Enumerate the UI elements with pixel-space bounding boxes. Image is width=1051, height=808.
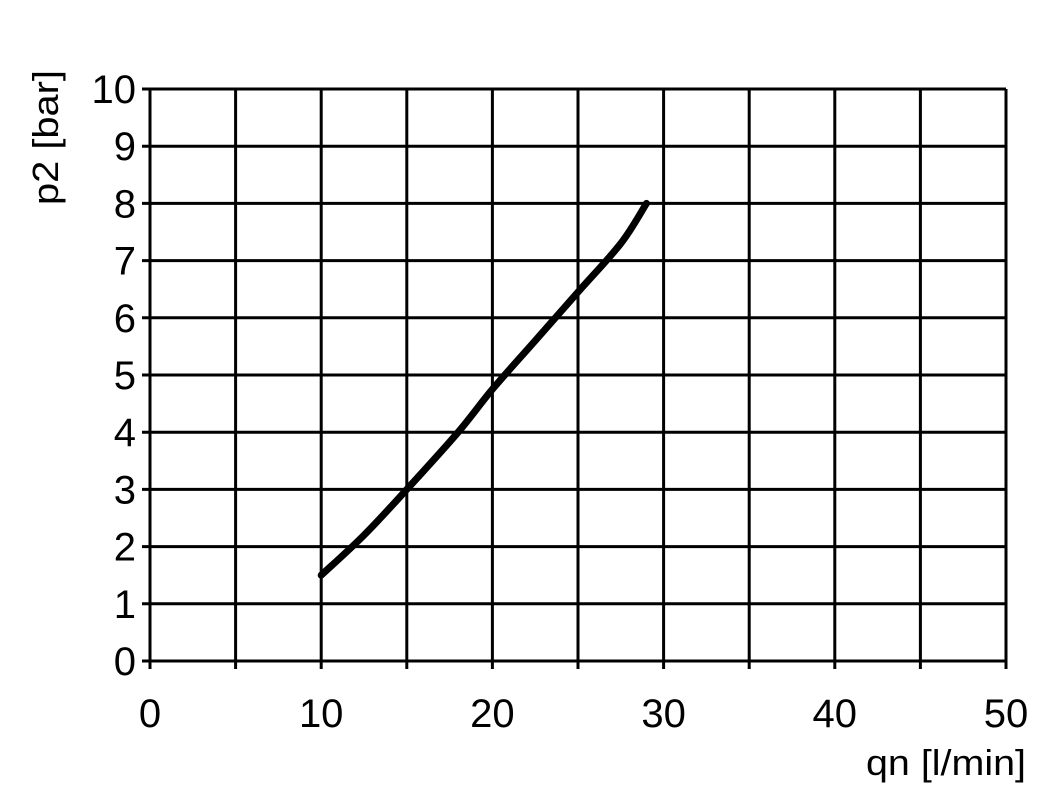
y-tick-label: 0 (114, 640, 136, 684)
x-tick-label: 40 (813, 692, 858, 736)
x-axis-label: qn [l/min] (866, 742, 1026, 783)
y-tick-label: 6 (114, 297, 136, 341)
x-tick-label: 0 (139, 692, 161, 736)
y-tick-label: 4 (114, 411, 136, 455)
series-line (317, 199, 650, 579)
y-tick-label: 3 (114, 468, 136, 512)
x-tick-label: 30 (641, 692, 686, 736)
y-tick-label: 9 (114, 125, 136, 169)
y-tick-label: 2 (114, 526, 136, 570)
y-tick-label: 8 (114, 182, 136, 226)
x-tick-label: 20 (470, 692, 515, 736)
y-tick-label: 10 (92, 68, 137, 112)
y-axis-label: p2 [bar] (25, 70, 66, 205)
y-tick-label: 5 (114, 354, 136, 398)
grid (142, 87, 1008, 669)
y-tick-label: 1 (114, 583, 136, 627)
x-tick-label: 10 (299, 692, 344, 736)
tick-labels: 0 10 20 30 40 50 0 1 2 3 4 5 6 7 8 9 10 (92, 68, 1029, 736)
series-group (317, 199, 650, 579)
x-tick-label: 50 (984, 692, 1029, 736)
y-tick-label: 7 (114, 240, 136, 284)
